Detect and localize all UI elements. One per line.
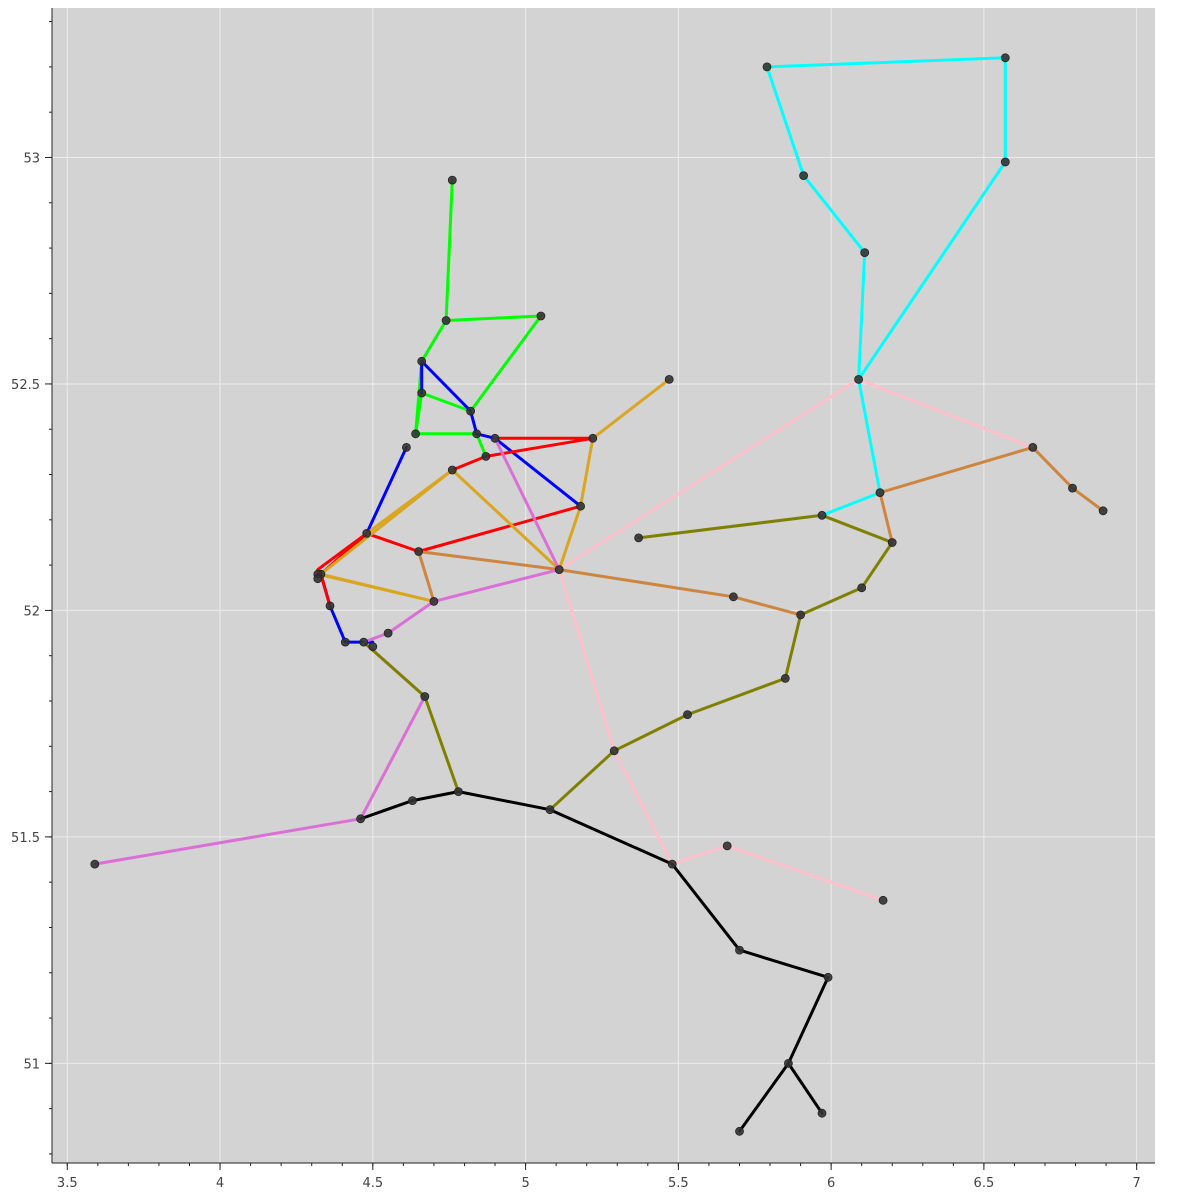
axes: 3.5 4 4.5 5 5.5 6 6.5 7 51 51.5 52 52.5 53 [11,8,1155,1191]
node-point [664,374,674,384]
node-point [878,895,888,905]
node-point [466,406,476,416]
node-point [854,374,863,384]
x-tick-label: 3.5 [57,1176,78,1191]
node-point [860,248,870,258]
node-point [414,547,424,556]
x-tick-label: 6.5 [974,1176,995,1191]
grid-lines [52,8,1155,1163]
node-point [340,637,350,647]
node-point [362,529,372,538]
node-point [588,433,598,443]
node-point [481,451,491,461]
series-5-line-0 [93,436,561,866]
node-point [411,429,421,439]
y-tick-label: 52 [23,604,40,619]
node-point [817,510,827,520]
node-point [368,642,378,651]
node-point [799,171,808,181]
node-point [447,175,457,185]
node-point [722,841,732,851]
y-tick-label: 52.5 [11,378,40,393]
x-tick-label: 5.5 [668,1176,689,1191]
node-point [817,1108,827,1118]
node-point [683,710,692,719]
x-tick-label: 4.5 [362,1176,383,1191]
node-point [441,316,451,325]
series-3-line-1 [365,468,454,535]
series-2-line-2 [316,531,369,572]
node-point [1068,483,1077,493]
node-point [887,538,897,547]
series-3-line-0 [316,377,671,603]
series-9-line-1 [786,1061,824,1115]
node-point [356,814,366,824]
node-point [417,356,427,366]
node-point [576,501,585,511]
node-point [875,488,885,498]
node-point [780,674,790,683]
node-point [784,1059,793,1068]
node-point [408,796,417,805]
node-point [667,859,677,869]
node-point [762,62,772,72]
node-point [1028,442,1038,452]
node-point [420,692,430,701]
series-4-line-2 [878,445,1105,513]
x-tick-label: 4 [216,1176,224,1191]
node-point [490,433,500,443]
node-point [536,311,546,321]
plot-background [52,8,1155,1163]
node-point [545,805,555,815]
node-point [1000,53,1010,63]
x-tick-label: 6 [827,1176,835,1191]
y-tick-label: 51.5 [11,831,40,846]
x-tick-label: 5 [521,1176,529,1191]
node-point [417,388,427,398]
node-point [325,601,335,611]
series-4-line-1 [878,491,894,544]
node-point [857,583,867,593]
node-point [796,610,805,620]
node-point [735,1126,744,1136]
node-point [1000,157,1010,167]
node-point [401,442,411,452]
series-2-line-0 [450,436,595,472]
node-point [472,429,482,439]
node-point [453,787,463,796]
y-tick-label: 53 [23,151,40,166]
node-point [554,565,564,574]
node-point [447,465,457,475]
node-point [383,628,393,638]
node-point [359,637,369,647]
x-tick-label: 7 [1133,1176,1141,1191]
y-tick-label: 51 [23,1057,40,1072]
node-point [735,945,744,955]
node-point [609,746,619,756]
node-point [634,533,643,543]
network-nodes [90,53,1108,1136]
node-point [823,972,833,982]
node-point [429,597,439,606]
node-point [90,859,100,869]
node-point [313,574,323,584]
node-point [729,592,738,602]
node-point [1098,506,1108,516]
